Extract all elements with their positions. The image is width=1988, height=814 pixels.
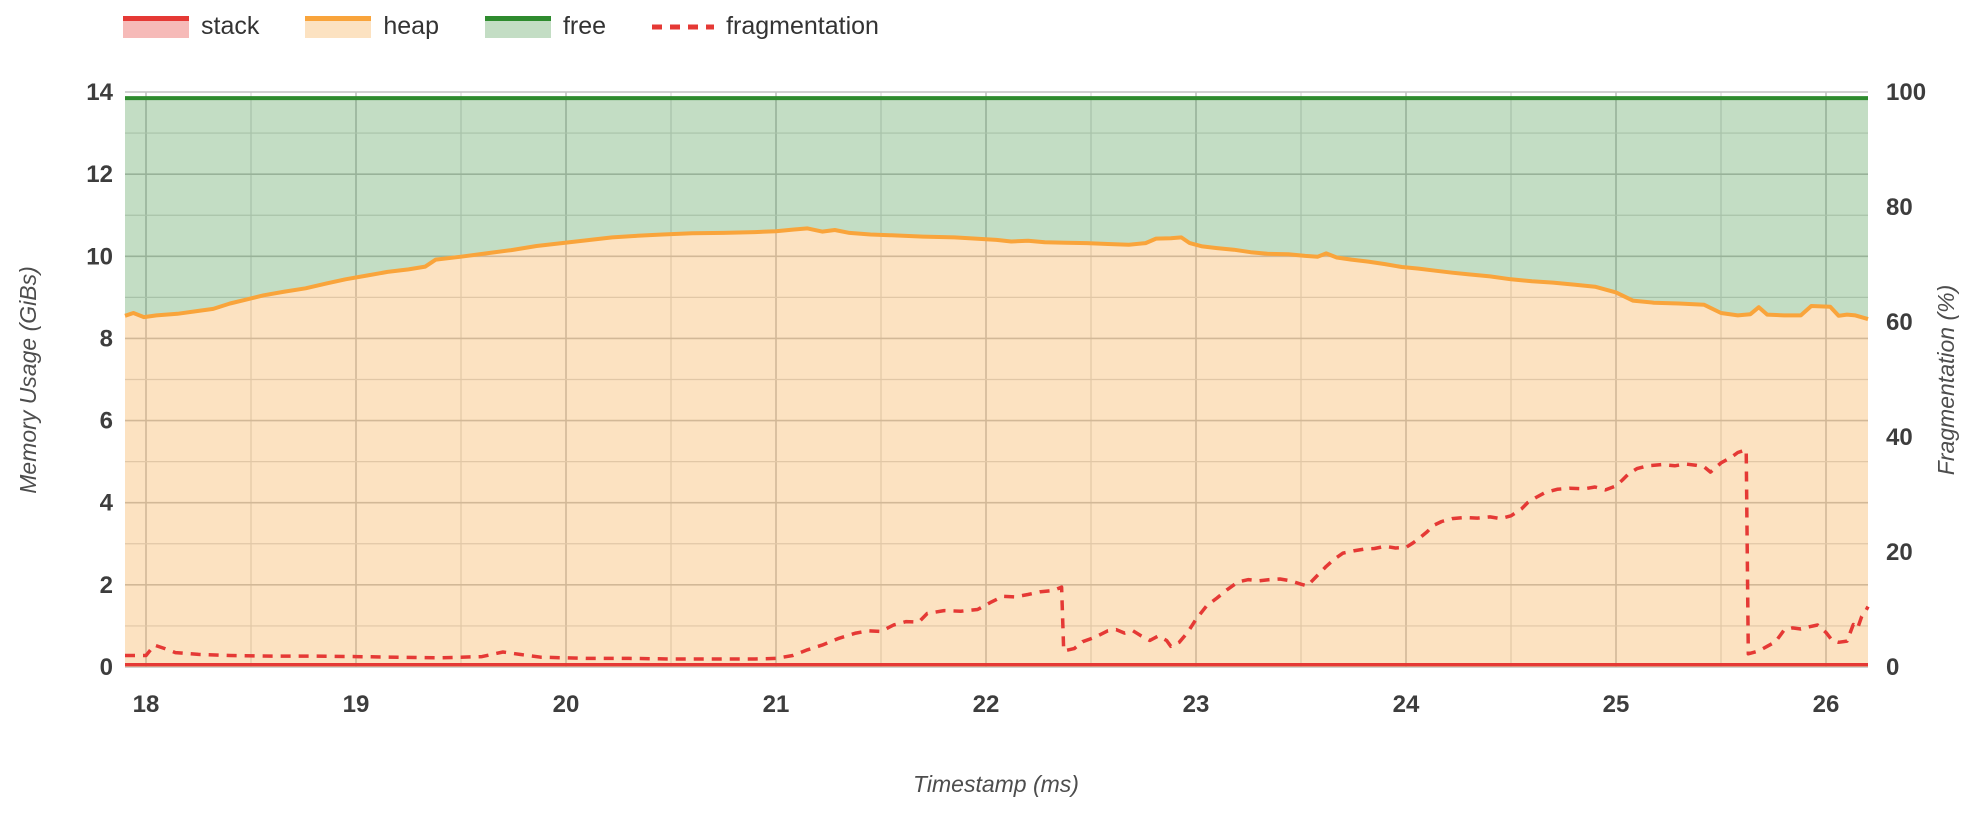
y-right-axis-title: Fragmentation (%) <box>1933 285 1959 475</box>
chart-legend: stack heap free fragmentation <box>123 14 879 39</box>
y-left-tick-label: 0 <box>100 654 113 681</box>
stack-area-swatch-icon <box>123 15 189 38</box>
y-left-tick-label: 14 <box>86 79 113 106</box>
series-areas <box>125 98 1868 667</box>
y-right-tick-label: 60 <box>1886 309 1913 336</box>
legend-item-heap[interactable]: heap <box>305 14 439 39</box>
x-tick-label: 20 <box>553 691 580 718</box>
y-left-tick-label: 8 <box>100 325 113 352</box>
x-tick-label: 18 <box>133 691 160 718</box>
x-tick-label: 19 <box>343 691 370 718</box>
y-right-tick-label: 40 <box>1886 424 1913 451</box>
x-axis-title: Timestamp (ms) <box>913 771 1079 797</box>
heap-area <box>125 228 1868 667</box>
free-area-swatch-icon <box>484 15 551 38</box>
x-tick-label: 22 <box>973 691 1000 718</box>
y-right-tick-label: 0 <box>1886 654 1899 681</box>
free-area <box>125 98 1868 320</box>
heap-line <box>124 226 1869 322</box>
y-right-tick-label: 100 <box>1886 79 1926 106</box>
heap-area-swatch-icon <box>305 15 372 38</box>
x-tick-label: 23 <box>1183 691 1210 718</box>
legend-item-fragmentation[interactable]: fragmentation <box>652 14 879 39</box>
legend-item-free[interactable]: free <box>484 12 607 40</box>
legend-label-heap: heap <box>383 12 439 40</box>
x-tick-label: 25 <box>1603 691 1630 718</box>
y-left-tick-label: 10 <box>86 243 113 270</box>
x-tick-label: 26 <box>1813 691 1840 718</box>
legend-label-fragmentation: fragmentation <box>726 12 879 40</box>
y-left-tick-label: 2 <box>100 572 113 599</box>
y-left-axis-title: Memory Usage (GiBs) <box>15 266 41 493</box>
y-right-tick-label: 20 <box>1886 539 1913 566</box>
x-tick-label: 21 <box>763 691 790 718</box>
fragmentation-line <box>125 447 1870 661</box>
grid-lines <box>125 91 1868 668</box>
x-tick-label: 24 <box>1393 691 1420 718</box>
legend-label-free: free <box>562 12 607 40</box>
y-left-tick-label: 4 <box>100 490 114 517</box>
y-right-tick-label: 80 <box>1886 194 1913 221</box>
legend-item-stack[interactable]: stack <box>123 14 259 39</box>
y-left-tick-label: 12 <box>86 161 113 188</box>
legend-label-stack: stack <box>201 12 260 40</box>
y-left-tick-label: 6 <box>100 408 113 435</box>
series-lines <box>124 96 1870 667</box>
